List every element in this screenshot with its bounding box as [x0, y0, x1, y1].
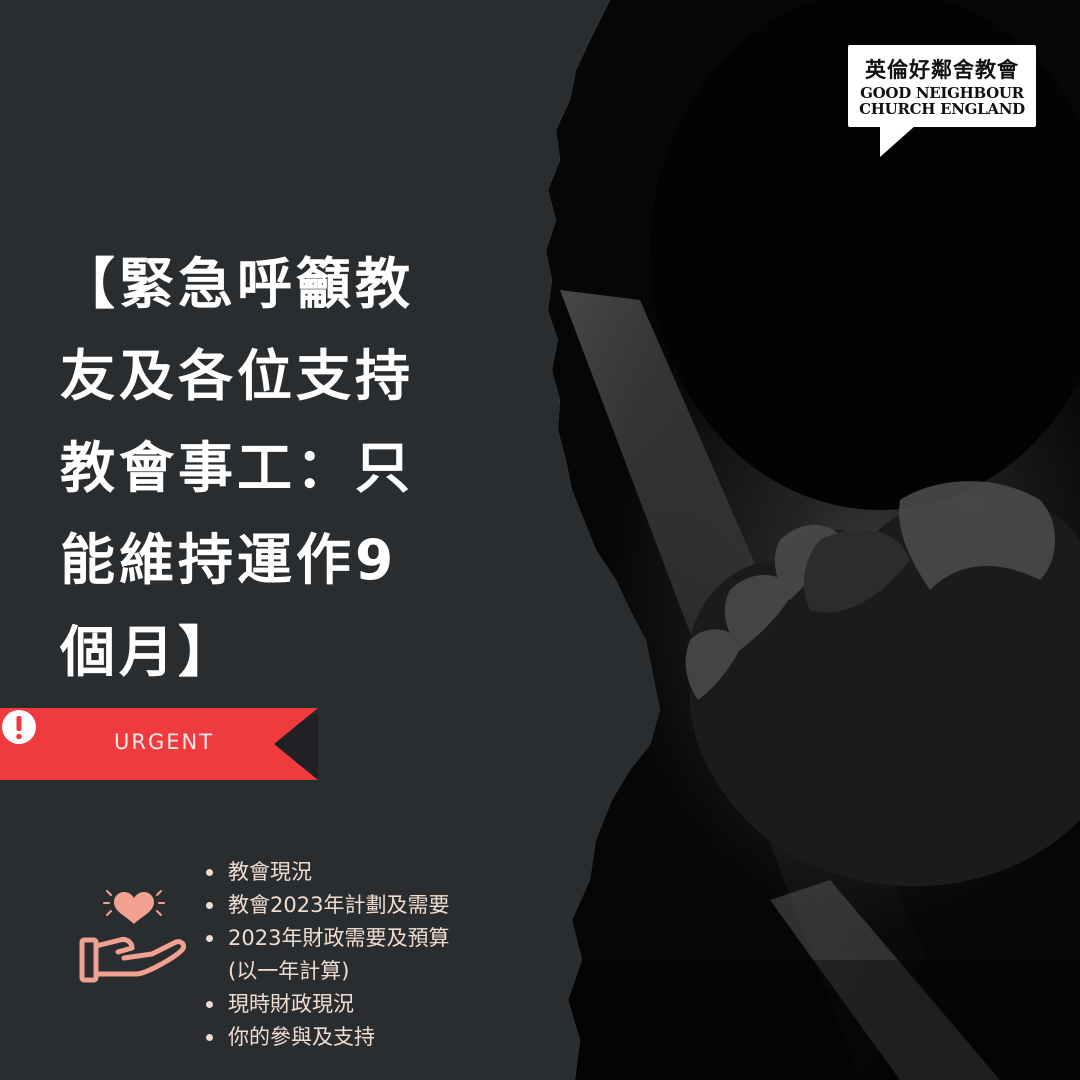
- urgent-label: URGENT: [114, 730, 215, 754]
- list-item: 教會現況: [204, 856, 449, 889]
- list-item-text: 教會現況: [228, 860, 312, 884]
- topics-list: 教會現況 教會2023年計劃及需要 2023年財政需要及預算 (以一年計算) 現…: [204, 856, 449, 1054]
- logo-speech-tail: [880, 125, 916, 157]
- list-item-text: 現時財政現況: [228, 992, 354, 1016]
- title-line: 能維持運作9: [60, 528, 398, 592]
- logo-name-zh: 英倫好鄰舍教會: [865, 58, 1019, 82]
- list-item-text-continued: (以一年計算): [228, 959, 350, 983]
- list-item-text: 教會2023年計劃及需要: [228, 893, 450, 917]
- list-item: 教會2023年計劃及需要: [204, 889, 449, 922]
- title-line: 教會事工：只: [60, 436, 415, 500]
- title-line: 個月】: [60, 620, 238, 684]
- list-item: 你的參與及支持: [204, 1021, 449, 1054]
- list-item-text: 2023年財政需要及預算: [228, 926, 450, 950]
- list-item: 現時財政現況: [204, 988, 449, 1021]
- list-item-text: 你的參與及支持: [228, 1025, 375, 1049]
- page-title: 【緊急呼籲教 友及各位支持 教會事工：只 能維持運作9 個月】: [60, 238, 500, 698]
- urgent-ribbon-shape: [0, 708, 318, 780]
- title-line: 友及各位支持: [60, 344, 415, 408]
- list-item: 2023年財政需要及預算 (以一年計算): [204, 922, 449, 988]
- urgent-badge: URGENT: [0, 708, 320, 780]
- church-logo: 英倫好鄰舍教會 GOOD NEIGHBOUR CHURCH ENGLAND: [848, 45, 1036, 127]
- exclamation-circle-icon: [2, 710, 36, 744]
- logo-name-en-line2: CHURCH ENGLAND: [859, 100, 1025, 118]
- logo-name-en-line1: GOOD NEIGHBOUR: [860, 84, 1024, 102]
- title-line: 【緊急呼籲教: [60, 252, 415, 316]
- hand-heart-icon: [79, 890, 187, 983]
